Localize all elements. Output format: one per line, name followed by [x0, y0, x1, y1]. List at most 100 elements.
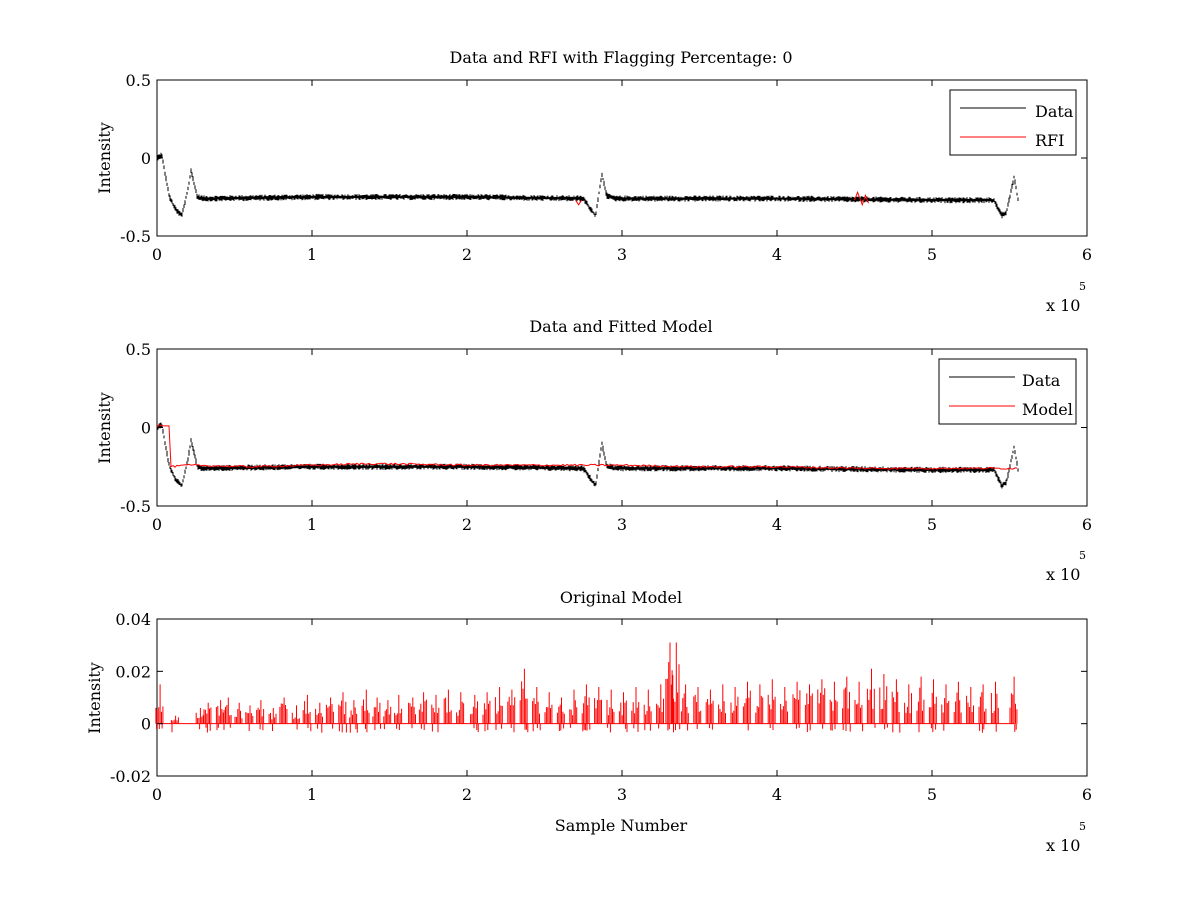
subplot-original-spike [671, 642, 681, 731]
subplot-original-spike [268, 708, 277, 731]
subplot-original-spike [443, 689, 452, 724]
subplot-original-spike [408, 697, 416, 729]
subplot-original-xtick-label: 6 [1082, 785, 1092, 804]
subplot-original-spike [256, 700, 265, 731]
subplot-original-ytick-label: 0.04 [115, 610, 151, 629]
subplot-model-legend-box [938, 358, 1077, 425]
subplot-original-ylabel: Intensity [85, 662, 104, 734]
subplot-rfi-xtick-label: 1 [307, 245, 317, 264]
subplot-model-xtick-label: 0 [152, 515, 162, 534]
subplot-original: Original Model Intensity 0 1 2 3 4 5 6-0.0200.… [85, 588, 1092, 855]
subplot-original-spike [431, 694, 440, 733]
subplot-original-spike [482, 692, 491, 732]
subplot-original-spike [767, 679, 776, 730]
subplot-original-spike [302, 694, 312, 732]
subplot-original-spike [656, 684, 664, 729]
subplot-original-spike [456, 692, 465, 724]
subplot-original-ytick-label: 0 [141, 715, 151, 734]
subplot-original-spike [879, 674, 888, 730]
subplot-original-spike [829, 681, 838, 731]
subplot-original-spike [718, 684, 726, 724]
subplot-original-spike [223, 697, 232, 728]
subplot-original-spike [170, 715, 179, 733]
subplot-original-spike [705, 689, 714, 730]
subplot-rfi-xtick-label: 6 [1082, 245, 1092, 264]
subplot-original-spike [891, 679, 901, 733]
subplot-original-spike [618, 692, 628, 733]
subplot-model-ytick-label: 0 [141, 419, 151, 438]
subplot-model-legend-label-model: Model [1022, 400, 1073, 419]
subplot-rfi-ytick-label: -0.5 [120, 227, 151, 246]
subplot-original-plot-area [155, 618, 1088, 777]
subplot-rfi-series-rfi [854, 190, 869, 207]
subplot-original-xtick-label: 1 [307, 785, 317, 804]
subplot-original-spike [792, 681, 801, 729]
subplot-original-spike [643, 689, 652, 731]
subplot-original-spike [569, 689, 578, 728]
subplot-original-ytick-label: -0.02 [110, 767, 151, 786]
subplot-model-series-model [156, 424, 1018, 470]
subplot-original-spike [494, 687, 503, 730]
subplot-original-spike [742, 681, 751, 731]
subplot-original-spike [203, 702, 212, 733]
subplot-original-spike [953, 681, 962, 724]
subplot-original-ytick-label: 0.02 [115, 662, 151, 681]
subplot-original-spike [470, 694, 479, 733]
subplot-original-spike [361, 689, 370, 733]
subplot-original-spike [215, 700, 225, 731]
subplot-original-spike [532, 687, 541, 732]
subplot-original-spike [315, 702, 323, 733]
subplot-model-ytick-label: -0.5 [120, 497, 151, 516]
subplot-original-xtick-label: 4 [772, 785, 782, 804]
subplot-original-spike [631, 687, 640, 732]
subplot-original-spike [338, 692, 347, 733]
subplot-original-spike [519, 668, 529, 733]
subplot-model-x-exponent: 5 [1079, 549, 1086, 562]
subplot-original-x-multiplier: x 10 [1046, 836, 1080, 855]
subplot-original-spike [842, 676, 851, 732]
subplot-model-ytick-label: 0.5 [126, 340, 151, 359]
subplot-original-spike [966, 687, 974, 724]
subplot-rfi-ytick-label: 0 [141, 149, 151, 168]
subplot-model-xtick-label: 1 [307, 515, 317, 534]
subplot-original-spike [195, 708, 204, 730]
subplot-original-spike [581, 684, 591, 732]
subplot-original-spike [556, 697, 565, 731]
subplot-original-spike [507, 689, 516, 733]
subplot-original-spike [904, 684, 912, 724]
subplot-original-spike [928, 679, 937, 733]
subplot-original-spike [780, 687, 788, 724]
subplot-original-spike [730, 687, 739, 724]
subplot-original-xtick-label: 0 [152, 785, 162, 804]
subplot-original-title: Original Model [560, 588, 682, 607]
subplot-rfi-ylabel: Intensity [95, 122, 114, 194]
subplot-original-spike [544, 692, 553, 724]
subplot-original-spike [418, 692, 427, 730]
subplot-model-xtick-label: 4 [772, 515, 782, 534]
subplot-rfi-xtick-label: 5 [927, 245, 937, 264]
subplot-rfi-xtick-label: 2 [462, 245, 472, 264]
subplot-rfi-x-exponent: 5 [1079, 280, 1086, 293]
subplot-rfi-ytick-label: 0.5 [126, 71, 151, 90]
subplot-original-spike [866, 668, 876, 728]
subplot-rfi-xtick-label: 0 [152, 245, 162, 264]
subplot-original-spike [383, 700, 392, 730]
subplot-rfi-legend: Data RFI [949, 89, 1077, 156]
subplot-original-spike [665, 642, 674, 733]
subplot-original-spike [978, 684, 987, 733]
subplot-original-xlabel: Sample Number [555, 816, 688, 835]
subplot-original-spike [291, 705, 300, 730]
subplot-rfi-xtick-label: 3 [617, 245, 627, 264]
subplot-original-spike [941, 684, 950, 731]
subplot-rfi-ticks: 0 1 2 3 4 5 6-0.500.5 [120, 71, 1092, 264]
subplot-original-spike [804, 684, 813, 732]
subplot-rfi-series-rfi [575, 199, 583, 206]
subplot-model-xtick-label: 5 [927, 515, 937, 534]
subplot-model-legend: Data Model [938, 358, 1077, 425]
subplot-model-xtick-label: 6 [1082, 515, 1092, 534]
subplot-rfi-legend-box [949, 89, 1077, 156]
subplot-original-spike [234, 702, 243, 724]
subplot-rfi-xtick-label: 4 [772, 245, 782, 264]
subplot-model-xtick-label: 2 [462, 515, 472, 534]
